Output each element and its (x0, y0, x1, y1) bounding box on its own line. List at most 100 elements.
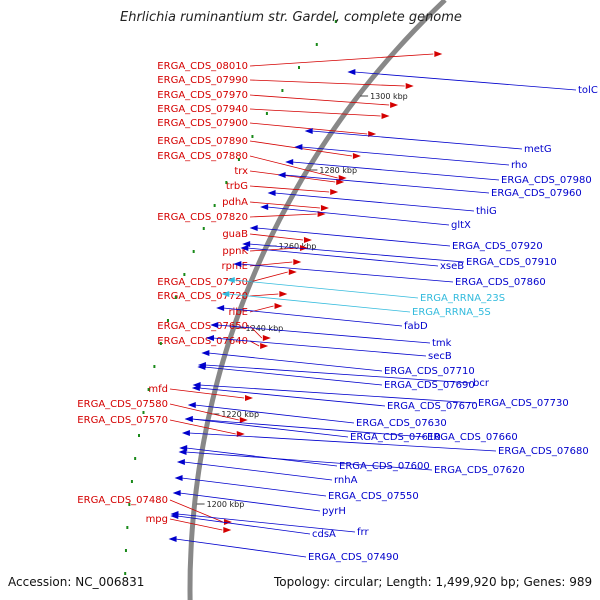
forward-gene-label: ERGA_CDS_07880 (157, 151, 248, 162)
reverse-gene-label: rho (511, 160, 527, 171)
reverse-gene-arrow (187, 402, 196, 408)
reverse-gene-label: frr (357, 527, 369, 538)
reverse-gene-leader (191, 418, 426, 438)
reverse-gene-arrow (294, 144, 303, 150)
reverse-gene-leader (194, 404, 355, 424)
forward-gene-leader (249, 53, 434, 67)
forward-gene-label: ERGA_CDS_07750 (157, 277, 248, 288)
reverse-gene-label: ERGA_CDS_07630 (356, 418, 447, 429)
reverse-gene-label: ERGA_CDS_07620 (434, 465, 525, 476)
map-title: Ehrlichia ruminantium str. Gardel, compl… (120, 10, 462, 25)
forward-gene-arrow (368, 131, 377, 137)
forward-gene-arrow (274, 303, 283, 309)
forward-gene-leader (169, 499, 224, 523)
reverse-gene-leader (191, 418, 349, 438)
forward-gene-arrow (338, 175, 347, 181)
reverse-gene-label: pyrH (322, 506, 346, 517)
forward-gene-arrow (299, 245, 308, 251)
reverse-gene-leader (177, 513, 356, 533)
reverse-gene-leader (177, 515, 311, 535)
reverse-gene-label: rnhA (334, 475, 358, 486)
forward-gene-leader (169, 388, 245, 399)
forward-gene-label: ribE (228, 307, 248, 318)
forward-gene-label: ERGA_CDS_07990 (157, 75, 248, 86)
reverse-gene-label: ERGA_CDS_07490 (308, 552, 399, 563)
feature-marker (298, 66, 301, 69)
forward-gene-arrow (288, 269, 297, 275)
forward-gene-leader (249, 155, 338, 179)
reverse-gene-label: ERGA_CDS_07710 (384, 366, 475, 377)
kbp-label: 1220 kbp (221, 410, 259, 419)
feature-marker (225, 181, 228, 184)
forward-gene-leader (249, 201, 320, 209)
reverse-gene-arrow (304, 128, 313, 134)
reverse-gene-arrow (176, 459, 185, 465)
reverse-gene-leader (284, 174, 490, 194)
forward-gene-arrow (303, 237, 312, 243)
forward-gene-arrow (239, 417, 248, 423)
forward-gene-leader (249, 94, 390, 106)
reverse-gene-arrow (170, 511, 179, 517)
feature-marker (183, 273, 186, 276)
reverse-gene-leader (247, 247, 439, 267)
reverse-gene-arrow (226, 277, 235, 283)
reverse-gene-arrow (240, 245, 249, 251)
forward-gene-label: ERGA_CDS_07820 (157, 212, 248, 223)
forward-gene-leader (249, 79, 405, 87)
reverse-gene-label: ERGA_CDS_07980 (501, 175, 592, 186)
forward-gene-arrow (352, 153, 361, 159)
feature-marker (334, 20, 337, 23)
feature-marker (237, 158, 240, 161)
genome-summary-text: Topology: circular; Length: 1,499,920 bp… (274, 575, 593, 589)
reverse-gene-label: ERGA_CDS_07660 (427, 432, 518, 443)
forward-gene-leader (249, 170, 336, 183)
reverse-gene-leader (301, 146, 510, 166)
reverse-gene-arrow (267, 190, 276, 196)
reverse-gene-arrow (192, 382, 201, 388)
feature-marker (281, 89, 284, 92)
reverse-gene-label: ERGA_CDS_07960 (491, 188, 582, 199)
feature-marker (166, 319, 169, 322)
forward-gene-label: ERGA_CDS_07900 (157, 118, 248, 129)
feature-marker (126, 526, 129, 529)
reverse-gene-label: ERGA_CDS_07610 (350, 432, 441, 443)
reverse-gene-arrow (221, 291, 230, 297)
reverse-gene-label: ERGA_CDS_07680 (498, 446, 589, 457)
feature-marker (265, 112, 268, 115)
forward-gene-label: guaB (222, 229, 248, 240)
genome-backbone-arc (187, 0, 447, 600)
reverse-gene-leader (183, 461, 333, 481)
forward-gene-arrow (390, 102, 399, 108)
reverse-gene-arrow (172, 490, 181, 496)
forward-gene-arrow (434, 51, 443, 57)
reverse-gene-leader (311, 130, 523, 150)
feature-marker (124, 572, 127, 575)
forward-gene-label: rpmE (221, 261, 248, 272)
reverse-gene-leader (204, 364, 472, 384)
feature-marker (315, 43, 318, 46)
kbp-label: 1240 kbp (246, 324, 284, 333)
reverse-gene-leader (233, 279, 419, 299)
forward-gene-arrow (336, 179, 345, 185)
reverse-gene-label: bcr (473, 378, 490, 389)
feature-marker (153, 365, 156, 368)
forward-gene-leader (169, 403, 239, 421)
reverse-gene-arrow (168, 536, 177, 542)
forward-gene-leader (249, 247, 299, 252)
forward-gene-label: ERGA_CDS_07580 (77, 399, 168, 410)
forward-gene-label: trbG (226, 181, 248, 192)
feature-marker (251, 135, 254, 138)
forward-gene-leader (249, 213, 317, 218)
feature-marker (128, 503, 131, 506)
feature-marker (174, 296, 177, 299)
feature-marker (130, 480, 133, 483)
forward-gene-leader (249, 122, 368, 135)
rrna-gene-label: ERGA_RRNA_5S (412, 307, 491, 318)
forward-gene-label: trx (234, 166, 248, 177)
reverse-gene-leader (179, 492, 321, 512)
forward-gene-arrow (223, 527, 232, 533)
reverse-gene-leader (256, 227, 451, 247)
rrna-gene-label: ERGA_RRNA_23S (420, 293, 505, 304)
forward-gene-arrow (279, 291, 288, 297)
